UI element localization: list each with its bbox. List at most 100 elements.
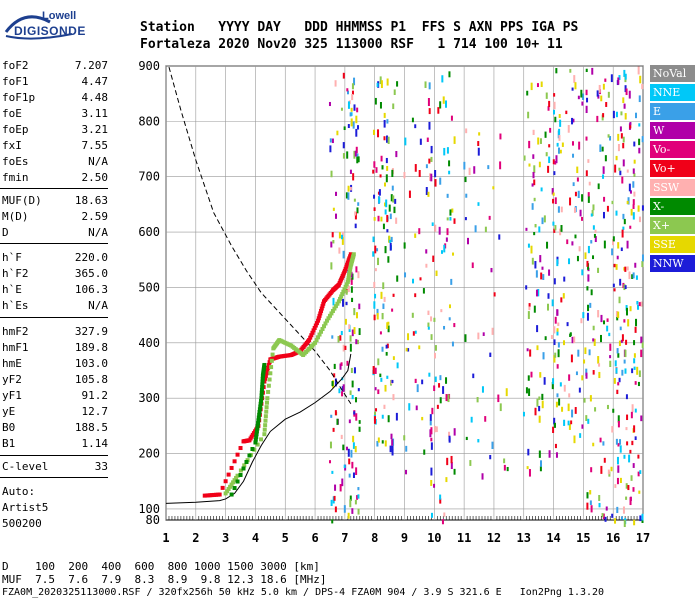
echo-speckle	[484, 416, 487, 422]
echo-speckle	[422, 288, 425, 294]
echo-speckle	[626, 200, 629, 205]
echo-speckle	[333, 363, 336, 369]
echo-speckle	[610, 466, 613, 472]
echo-speckle	[584, 252, 587, 259]
echo-speckle	[383, 404, 386, 409]
echo-speckle	[622, 159, 625, 167]
echo-speckle	[592, 370, 595, 375]
echo-speckle	[352, 173, 355, 181]
echo-speckle	[382, 282, 385, 290]
echo-speckle	[574, 407, 577, 414]
trace-point-vo	[238, 446, 243, 451]
echo-speckle	[374, 97, 377, 105]
echo-speckle	[407, 333, 410, 341]
echo-speckle	[351, 90, 354, 95]
echo-speckle	[427, 98, 430, 106]
echo-speckle	[433, 385, 436, 392]
echo-speckle	[408, 190, 411, 198]
echo-speckle	[612, 110, 615, 119]
trace-point-x	[258, 401, 263, 406]
echo-speckle	[596, 90, 599, 97]
echo-speckle	[347, 101, 350, 109]
echo-speckle	[344, 345, 347, 350]
echo-speckle	[596, 115, 599, 123]
echo-speckle	[547, 303, 550, 311]
echo-speckle	[623, 103, 626, 109]
echo-speckle	[484, 226, 487, 233]
echo-speckle	[637, 205, 640, 212]
echo-speckle	[590, 213, 593, 217]
param-row: h`F2 365.0	[2, 267, 108, 280]
echo-speckle	[379, 331, 382, 335]
echo-speckle	[625, 88, 628, 96]
echo-speckle	[403, 435, 406, 441]
x-tick-label: 5	[282, 531, 289, 545]
echo-speckle	[342, 153, 345, 159]
echo-speckle	[347, 124, 350, 129]
echo-speckle	[419, 277, 422, 281]
echo-speckle	[582, 93, 585, 100]
echo-speckle	[594, 236, 597, 243]
trace-point-x	[255, 442, 260, 447]
echo-speckle	[439, 177, 442, 185]
echo-speckle	[448, 160, 451, 167]
echo-speckle	[559, 228, 562, 236]
legend-item-vo-minus: Vo-	[650, 141, 695, 158]
echo-speckle	[585, 372, 588, 379]
echo-speckle	[355, 128, 358, 137]
trace-point-vo	[316, 318, 321, 323]
echo-speckle	[553, 417, 556, 425]
echo-speckle	[590, 467, 593, 473]
echo-speckle	[618, 377, 621, 383]
echo-speckle	[383, 112, 386, 118]
param-row: h`Es N/A	[2, 299, 108, 312]
echo-speckle	[349, 343, 352, 352]
echo-speckle	[545, 152, 548, 157]
echo-speckle	[385, 157, 388, 164]
trace-point-vo	[320, 304, 325, 309]
echo-speckle	[617, 382, 620, 386]
echo-speckle	[640, 349, 643, 358]
echo-speckle	[638, 123, 641, 127]
echo-speckle	[629, 497, 632, 506]
echo-speckle	[358, 420, 361, 424]
echo-speckle	[589, 490, 592, 495]
echo-speckle	[372, 129, 375, 135]
echo-speckle	[340, 107, 343, 111]
param-row: fmin 2.50	[2, 171, 108, 184]
legend-item-sse: SSE	[650, 236, 695, 253]
echo-speckle	[434, 224, 437, 232]
echo-speckle	[576, 177, 579, 182]
echo-speckle	[374, 387, 377, 391]
echo-speckle	[448, 317, 451, 321]
echo-speckle	[330, 241, 333, 248]
echo-speckle	[448, 431, 451, 437]
trace-point-x	[320, 326, 325, 331]
legend-item-noval: NoVal	[650, 65, 695, 82]
echo-speckle	[434, 169, 437, 178]
param-row: B1 1.14	[2, 437, 108, 450]
echo-speckle	[587, 245, 590, 254]
echo-speckle	[632, 168, 635, 174]
echo-speckle	[376, 440, 379, 447]
echo-speckle	[610, 74, 613, 83]
echo-speckle	[356, 495, 359, 500]
trace-point-vo	[267, 360, 272, 365]
echo-speckle	[392, 195, 395, 203]
trace-point-vo	[223, 479, 228, 484]
echo-speckle	[555, 155, 558, 164]
echo-speckle	[563, 419, 566, 426]
param-row: B0 188.5	[2, 421, 108, 434]
echo-speckle	[577, 190, 580, 199]
echo-speckle	[629, 122, 632, 126]
echo-speckle	[414, 378, 417, 384]
echo-speckle	[634, 436, 637, 441]
echo-speckle	[387, 325, 390, 333]
echo-speckle	[332, 239, 335, 244]
trace-point-x	[332, 306, 337, 311]
echo-speckle	[632, 181, 635, 188]
echo-speckle	[488, 215, 491, 220]
trace-point-x	[316, 335, 321, 340]
echo-speckle	[555, 68, 558, 74]
y-tick-label: 400	[138, 336, 160, 350]
